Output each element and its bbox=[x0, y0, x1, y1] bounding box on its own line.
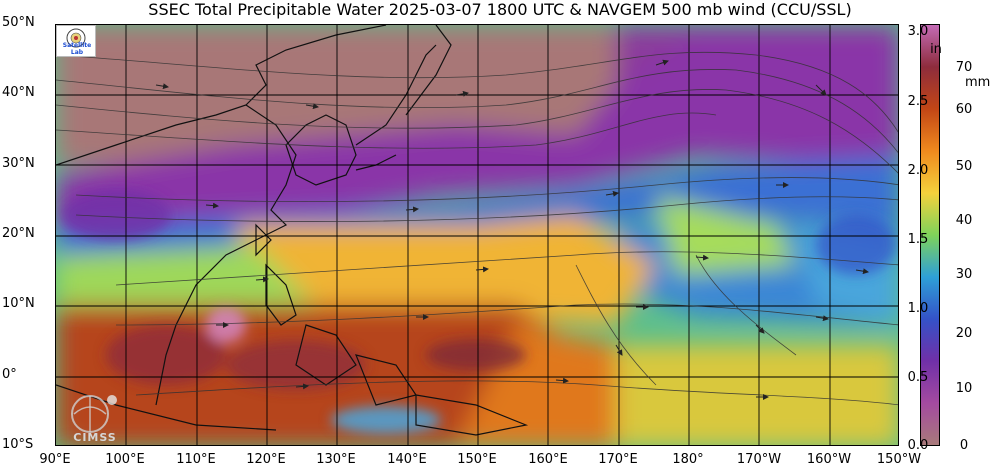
colorbar-inch-tick: 2.0 bbox=[907, 163, 929, 178]
lon-label-90e: 90°E bbox=[39, 452, 71, 467]
lon-label-150e: 150°E bbox=[457, 452, 497, 467]
colorbar-mm-tick: 60 bbox=[955, 102, 973, 117]
lon-label-130e: 130°E bbox=[316, 452, 356, 467]
cimss-watermark: CIMSS bbox=[60, 390, 130, 444]
colorbar-unit-mm: mm bbox=[965, 75, 991, 90]
colorbar-mm-tick: 20 bbox=[955, 326, 973, 341]
colorbar-inch-tick: 0.5 bbox=[907, 370, 929, 385]
lon-label-160e: 160°E bbox=[528, 452, 568, 467]
wind-arrows bbox=[155, 59, 869, 400]
colorbar-mm-tick: 40 bbox=[955, 213, 973, 228]
satellite-lab-logo-text: Satellite Lab bbox=[62, 42, 92, 56]
lon-label-160w: 160°W bbox=[806, 452, 852, 467]
colorbar-mm-tick: 0 bbox=[959, 438, 969, 453]
lat-label-30n: 30°N bbox=[2, 156, 35, 171]
lat-label-50n: 50°N bbox=[2, 15, 35, 30]
lon-label-150w: 150°W bbox=[876, 452, 922, 467]
lat-label-20n: 20°N bbox=[2, 226, 35, 241]
colorbar-mm-tick: 30 bbox=[955, 267, 973, 282]
colorbar-inch-tick: 2.5 bbox=[907, 94, 929, 109]
seal-icon bbox=[66, 28, 86, 48]
cimss-watermark-text: CIMSS bbox=[73, 431, 117, 444]
map-canvas bbox=[56, 25, 898, 445]
map-title: SSEC Total Precipitable Water 2025-03-07… bbox=[148, 0, 852, 19]
colorbar-inch-tick: 3.0 bbox=[907, 24, 929, 39]
lon-label-170e: 170°E bbox=[598, 452, 638, 467]
wind-streamlines bbox=[56, 51, 898, 406]
satellite-lab-logo: Satellite Lab bbox=[56, 25, 96, 57]
lat-label-0: 0° bbox=[2, 367, 17, 382]
precipitable-water-map bbox=[55, 24, 899, 446]
graticule bbox=[56, 25, 898, 445]
lon-label-110e: 110°E bbox=[176, 452, 216, 467]
lat-label-10s: 10°S bbox=[2, 437, 34, 452]
lon-label-180: 180° bbox=[672, 452, 704, 467]
colorbar-inch-tick: 0.0 bbox=[907, 438, 929, 453]
colorbar-mm-tick: 10 bbox=[955, 381, 973, 396]
colorbar-inch-tick: 1.5 bbox=[907, 232, 929, 247]
colorbar-mm-tick: 70 bbox=[955, 60, 973, 75]
lon-label-120e: 120°E bbox=[246, 452, 286, 467]
colorbar-mm-tick: 50 bbox=[955, 159, 973, 174]
lat-label-40n: 40°N bbox=[2, 85, 35, 100]
cimss-globe-icon bbox=[71, 395, 117, 433]
lon-label-100e: 100°E bbox=[105, 452, 145, 467]
lon-label-170w: 170°W bbox=[736, 452, 782, 467]
colorbar-inch-tick: 1.0 bbox=[907, 301, 929, 316]
colorbar-unit-inches: in bbox=[930, 42, 942, 57]
precipitable-water-colorbar bbox=[920, 24, 940, 446]
lon-label-140e: 140°E bbox=[387, 452, 427, 467]
lat-label-10n: 10°N bbox=[2, 296, 35, 311]
